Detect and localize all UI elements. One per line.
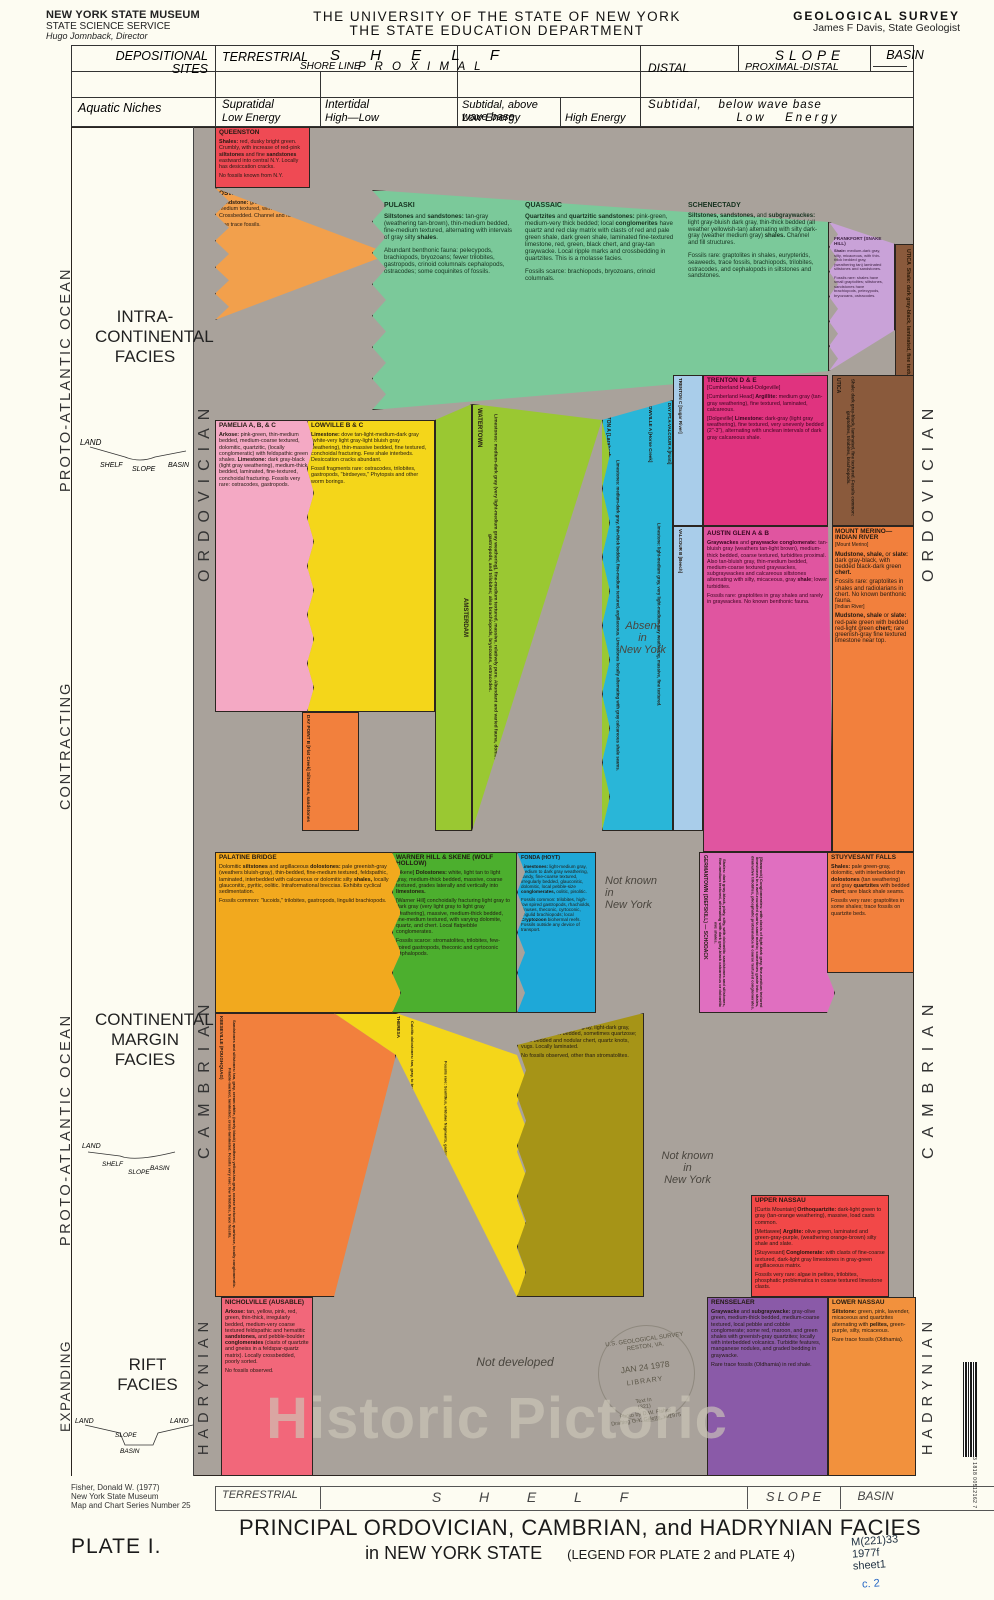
svg-text:LAND: LAND: [80, 438, 102, 447]
svg-text:SLOPE: SLOPE: [128, 1169, 150, 1176]
svg-text:SHELF: SHELF: [102, 1161, 124, 1168]
svg-text:BASIN: BASIN: [150, 1165, 170, 1172]
svg-text:SLOPE: SLOPE: [132, 466, 156, 473]
svg-text:SHELF: SHELF: [100, 462, 123, 469]
svg-text:LAND: LAND: [82, 1143, 101, 1150]
svg-text:BASIN: BASIN: [168, 462, 190, 469]
